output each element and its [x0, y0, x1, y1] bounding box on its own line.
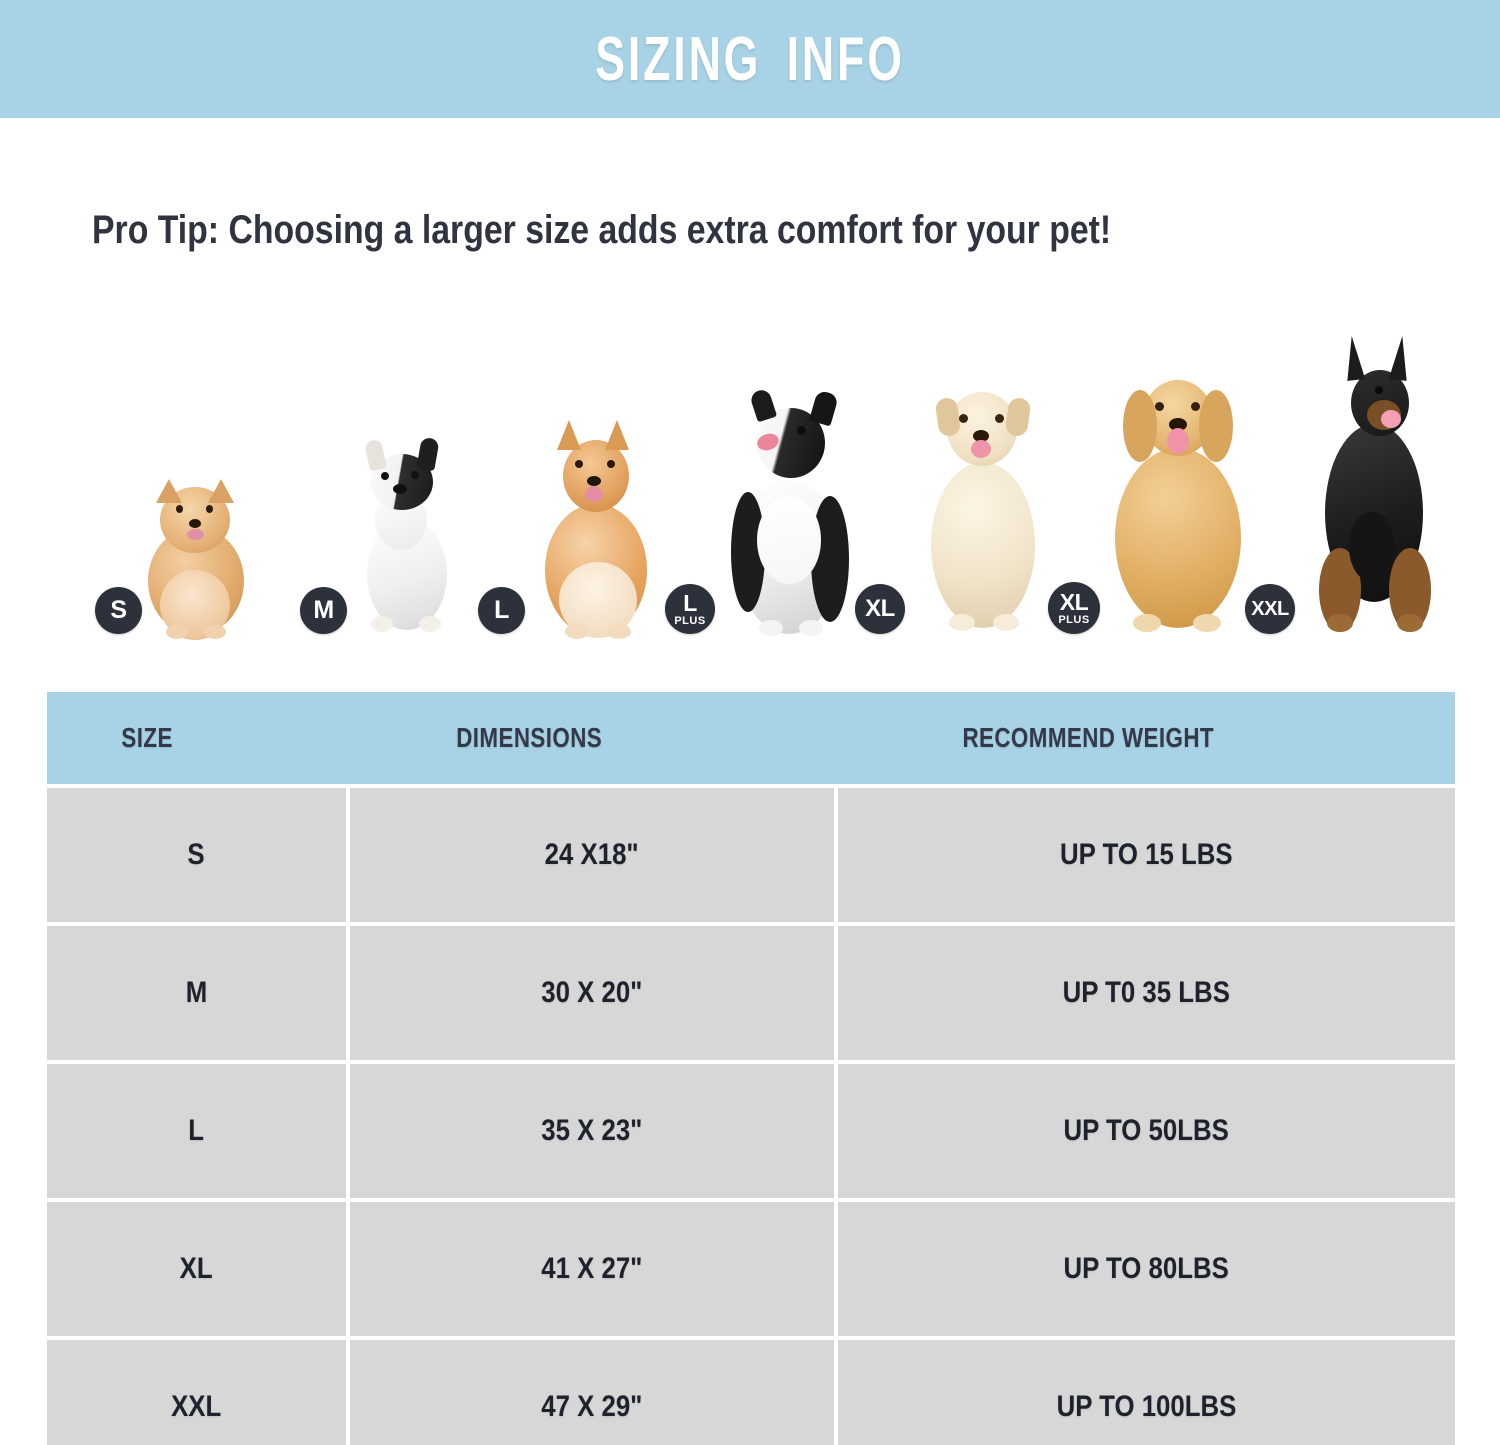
dog-size-lineup: S M [0, 330, 1500, 640]
column-header-dimensions: DIMENSIONS [456, 722, 603, 753]
cell-size: S [47, 788, 346, 922]
size-badge-l-plus: L PLUS [665, 584, 715, 634]
size-badge-l: L [478, 587, 525, 634]
table-row: L 35 X 23" UP TO 50LBS [47, 1064, 1455, 1198]
cell-dimensions: 24 X18" [350, 788, 834, 922]
dog-entry-s: S [95, 460, 295, 640]
size-badge-label: L [494, 596, 509, 624]
table-row: XL 41 X 27" UP TO 80LBS [47, 1202, 1455, 1336]
table-row: XXL 47 X 29" UP TO 100LBS [47, 1340, 1455, 1445]
cell-size: XXL [47, 1340, 346, 1445]
size-badge-label: XL [865, 595, 895, 622]
dog-entry-xl: XL [855, 368, 1105, 640]
cell-weight: UP TO 50LBS [838, 1064, 1455, 1198]
cell-weight-value: UP T0 35 LBS [1062, 976, 1231, 1009]
size-badge-label: M [313, 596, 334, 624]
cell-weight-value: UP TO 100LBS [1056, 1390, 1237, 1423]
cell-size: L [47, 1064, 346, 1198]
cell-weight: UP TO 80LBS [838, 1202, 1455, 1336]
dog-illustration-labrador [903, 378, 1058, 640]
column-header-recommend-weight: RECOMMEND WEIGHT [962, 722, 1214, 753]
cell-dimensions-value: 24 X18" [544, 838, 640, 871]
page-title: SIZING INFO [595, 24, 905, 94]
size-badge-label: L [683, 589, 697, 616]
cell-size: XL [47, 1202, 346, 1336]
cell-weight: UP TO 100LBS [838, 1340, 1455, 1445]
size-badge-label: S [110, 596, 127, 624]
cell-size: M [47, 926, 346, 1060]
table-row: S 24 X18" UP TO 15 LBS [47, 788, 1455, 922]
dog-entry-l: L [478, 400, 708, 640]
size-badge-xl-plus: XL PLUS [1048, 582, 1100, 634]
cell-size-value: M [185, 976, 208, 1009]
pro-tip-text: Pro Tip: Choosing a larger size adds ext… [92, 208, 1112, 252]
dog-illustration-french-bulldog [345, 436, 465, 640]
size-badge-sublabel: PLUS [674, 614, 706, 627]
cell-size-value: XXL [171, 1390, 222, 1423]
size-badge-sublabel: PLUS [1058, 613, 1090, 626]
column-header-size: SIZE [121, 722, 173, 753]
cell-size-value: XL [180, 1252, 213, 1285]
dog-entry-xxl: XXL [1245, 335, 1500, 640]
cell-dimensions-value: 35 X 23" [541, 1114, 643, 1147]
cell-dimensions-value: 30 X 20" [541, 976, 643, 1009]
dog-illustration-shiba-inu [523, 412, 663, 640]
table-header-row: SIZE DIMENSIONS RECOMMEND WEIGHT [47, 692, 1455, 784]
dog-illustration-pomeranian [130, 475, 260, 640]
cell-size-value: S [187, 838, 206, 871]
cell-dimensions: 30 X 20" [350, 926, 834, 1060]
table-row: M 30 X 20" UP T0 35 LBS [47, 926, 1455, 1060]
dog-entry-l-plus: L PLUS [665, 380, 910, 640]
cell-weight: UP T0 35 LBS [838, 926, 1455, 1060]
dog-illustration-golden-retriever [1093, 368, 1263, 640]
dog-entry-xl-plus: XL PLUS [1048, 358, 1308, 640]
size-badge-xl: XL [855, 584, 905, 634]
cell-weight-value: UP TO 15 LBS [1060, 838, 1233, 871]
dog-illustration-doberman [1293, 335, 1453, 640]
cell-weight: UP TO 15 LBS [838, 788, 1455, 922]
size-badge-s: S [95, 587, 142, 634]
size-badge-xxl: XXL [1245, 584, 1295, 634]
cell-size-value: L [188, 1114, 205, 1147]
cell-dimensions-value: 47 X 29" [541, 1390, 643, 1423]
cell-weight-value: UP TO 50LBS [1063, 1114, 1230, 1147]
sizing-table: SIZE DIMENSIONS RECOMMEND WEIGHT S 24 X1… [47, 692, 1455, 1445]
size-badge-m: M [300, 587, 347, 634]
cell-dimensions: 35 X 23" [350, 1064, 834, 1198]
dog-illustration-border-collie [713, 387, 863, 640]
cell-dimensions: 47 X 29" [350, 1340, 834, 1445]
cell-dimensions-value: 41 X 27" [541, 1252, 643, 1285]
page-header-banner: SIZING INFO [0, 0, 1500, 118]
cell-weight-value: UP TO 80LBS [1063, 1252, 1230, 1285]
dog-entry-m: M [300, 425, 510, 640]
cell-dimensions: 41 X 27" [350, 1202, 834, 1336]
size-badge-label: XXL [1251, 598, 1289, 620]
size-badge-label: XL [1059, 588, 1089, 615]
